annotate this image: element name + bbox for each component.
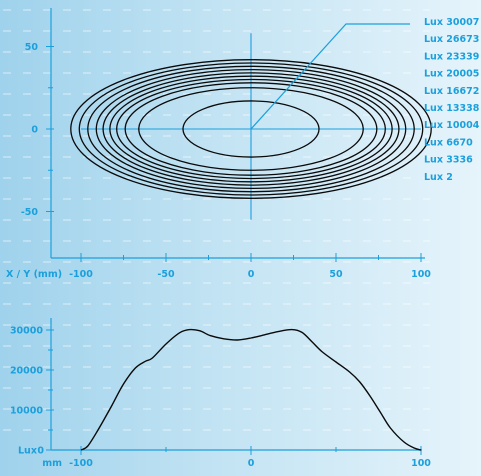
bottom-y-tick-label: 10000	[10, 406, 43, 417]
contour-ellipse-3	[124, 82, 378, 176]
legend-leader-line	[250, 23, 410, 130]
contour-ellipse-10	[70, 59, 432, 199]
bottom-x-tick-label: 100	[411, 458, 431, 469]
top-axis-label: X / Y (mm)	[6, 269, 62, 280]
legend-entry: Lux 3336	[424, 155, 473, 166]
legend-entry: Lux 13338	[424, 103, 480, 114]
legend-entry: Lux 30007	[424, 17, 479, 28]
contour-ellipse-1	[182, 100, 320, 158]
top-x-tick-label: 50	[329, 269, 343, 280]
contour-ellipse-5	[109, 75, 393, 183]
bottom-y-tick-label: 0	[37, 446, 44, 457]
contour-ellipse-7	[95, 68, 407, 190]
lux-profile-line	[80, 328, 422, 451]
contour-ellipse-4	[116, 78, 386, 180]
legend-entry: Lux 20005	[424, 69, 479, 80]
legend-entry: Lux 26673	[424, 34, 479, 45]
contour-plot: -100 -50 0 50 100 50 0 -50	[21, 8, 432, 280]
bottom-x-unit: mm	[42, 458, 62, 469]
contour-ellipse-2	[138, 87, 364, 171]
contour-ellipse-6	[102, 72, 400, 186]
legend-entry: Lux 2	[424, 172, 453, 183]
top-x-tick-label: 0	[248, 269, 255, 280]
top-x-tick-label: -100	[69, 269, 93, 280]
top-x-tick-label: 100	[411, 269, 431, 280]
top-y-tick-label: 50	[25, 42, 39, 53]
legend-entry: Lux 10004	[424, 120, 480, 131]
contour-ellipse-8	[87, 65, 415, 193]
bottom-x-tick-label: -100	[69, 458, 93, 469]
axis-labels: X / Y (mm)	[6, 269, 62, 280]
contour-ellipse-9	[78, 62, 424, 196]
bottom-y-tick-label: 20000	[10, 366, 43, 377]
legend: Lux 30007 Lux 26673 Lux 23339 Lux 20005 Lux …	[424, 17, 480, 183]
top-y-tick-label: 0	[31, 125, 38, 136]
legend-entry: Lux 6670	[424, 137, 473, 148]
bottom-y-tick-label: 30000	[10, 326, 43, 337]
bottom-x-tick-label: 0	[248, 458, 255, 469]
top-x-tick-label: -50	[157, 269, 175, 280]
legend-entry: Lux 16672	[424, 86, 479, 97]
legend-entry: Lux 23339	[424, 51, 479, 62]
top-y-tick-label: -50	[21, 207, 39, 218]
bottom-y-unit: Lux	[18, 446, 37, 457]
